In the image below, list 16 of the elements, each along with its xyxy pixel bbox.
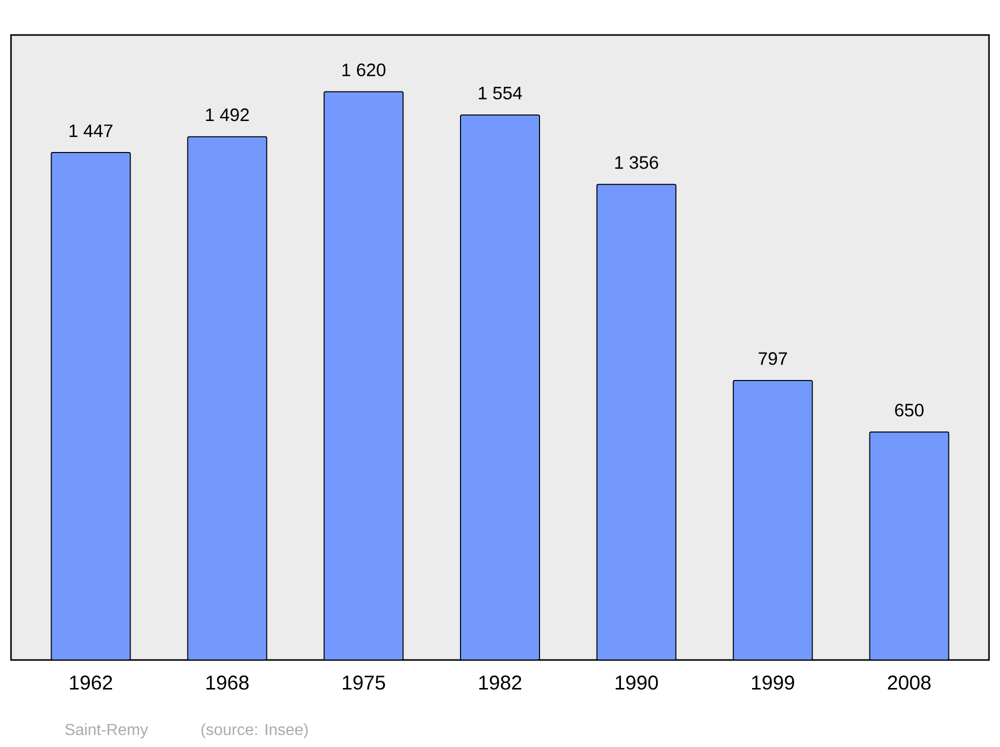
text: Saint-Remy (65, 723, 148, 738)
data-label: 1 620 (342, 64, 386, 76)
x-tick-label: 1982 (479, 676, 522, 690)
x-tick-label: 1962 (70, 676, 112, 690)
x-tick-label: 1975 (342, 676, 386, 690)
data-label: 797 (758, 352, 787, 365)
x-tick-label: 2008 (888, 676, 931, 690)
data-label: 1 356 (615, 156, 658, 169)
x-tick-label: 1999 (752, 676, 794, 690)
text: (source: Insee) (202, 723, 308, 738)
data-label: 1 447 (70, 124, 112, 137)
data-label: 650 (895, 404, 924, 416)
data-label: 1 492 (206, 108, 249, 122)
x-tick-label: 1990 (616, 676, 658, 690)
x-tick-label: 1968 (206, 676, 249, 690)
data-label: 1 554 (478, 86, 522, 100)
